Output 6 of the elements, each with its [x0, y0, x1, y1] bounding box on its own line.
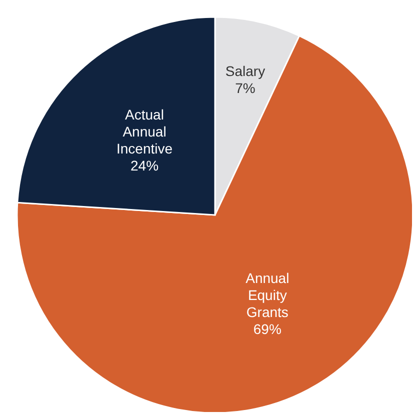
slice-label: Annual Equity Grants	[246, 270, 290, 320]
data-label: 24%	[130, 157, 159, 174]
data-label: 69%	[253, 321, 282, 338]
slice-label: Salary	[225, 63, 266, 80]
slice-label: Actual Annual Incentive	[116, 106, 173, 156]
data-label: 7%	[235, 80, 256, 96]
